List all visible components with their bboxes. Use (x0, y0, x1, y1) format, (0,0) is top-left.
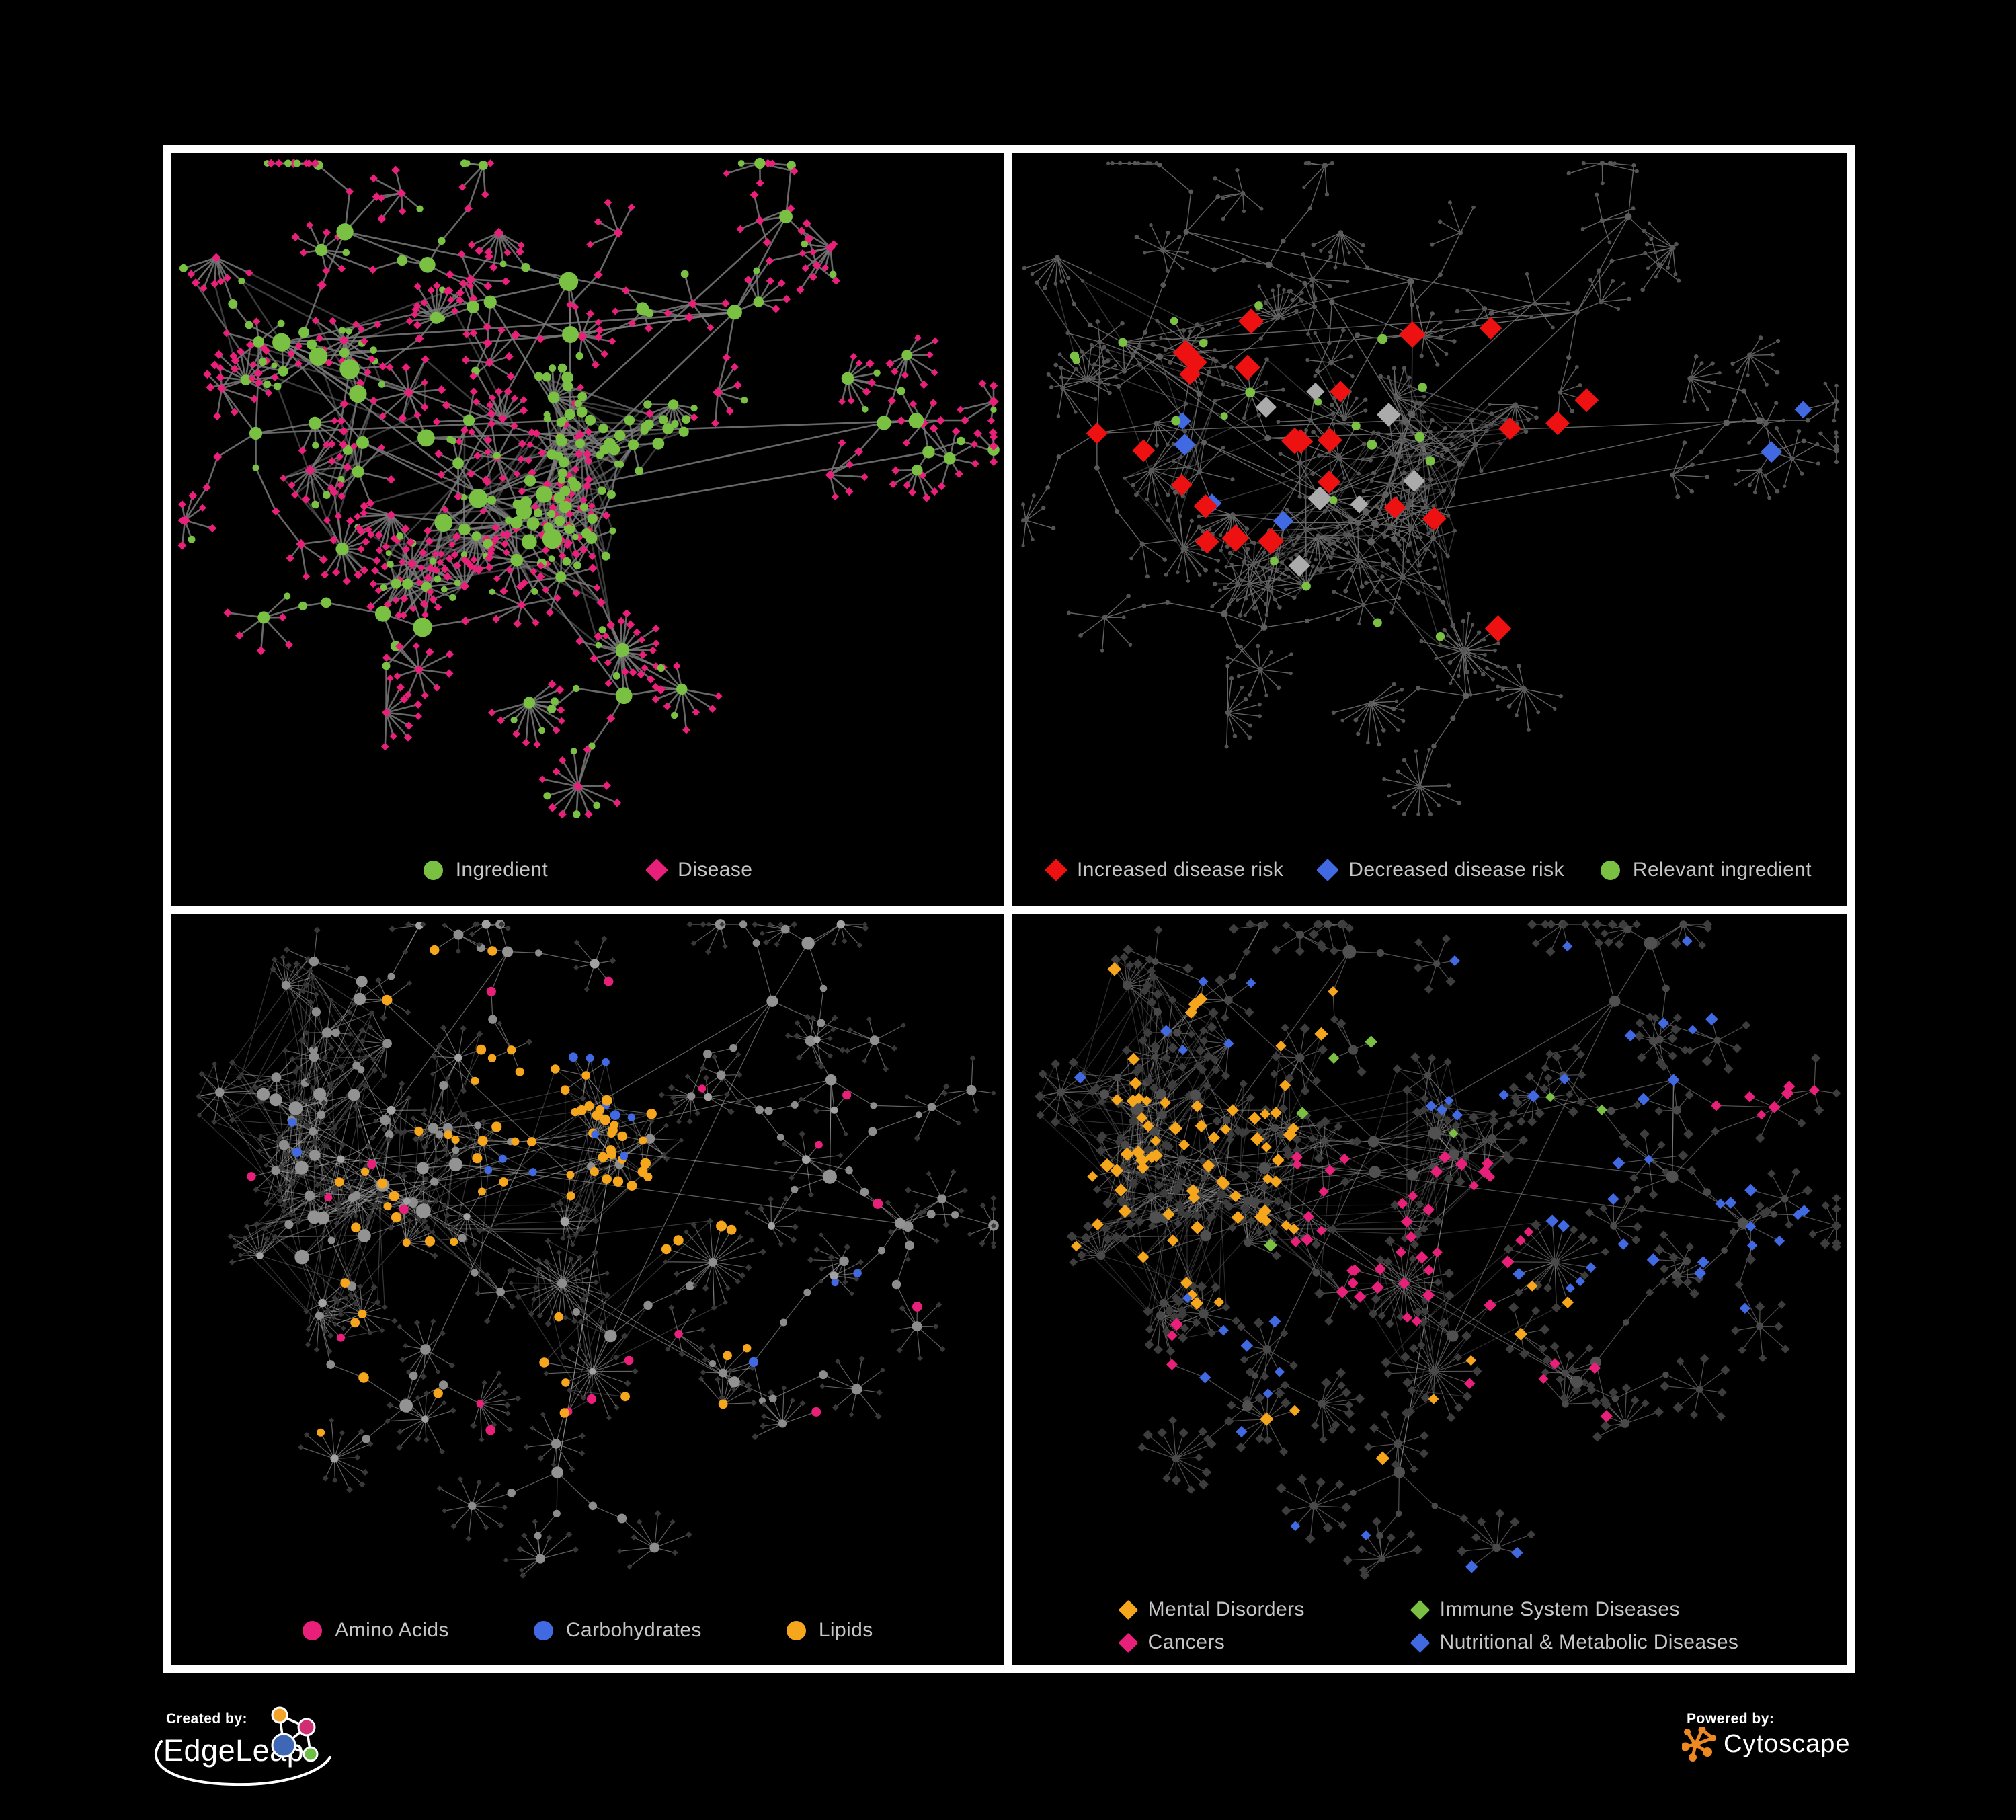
legend-nutrient-classes: Amino Acids Carbohydrates Lipids (171, 1619, 1004, 1642)
network-disease-risk (1020, 161, 1839, 817)
cytoscape-wordmark: Cytoscape (1724, 1729, 1851, 1758)
legend-item-cancers: Cancers (1118, 1631, 1371, 1654)
created-by-label: Created by: (166, 1711, 248, 1727)
panel-disease-classes: Mental Disorders Immune System Diseases … (1012, 914, 1847, 1665)
panel-ingredient-disease: Ingredient Disease (171, 153, 1004, 906)
legend-item-immune-system-diseases: Immune System Diseases (1410, 1598, 1739, 1621)
network-disease-classes (1035, 919, 1842, 1581)
increased-risk-diamond-icon (1045, 859, 1067, 881)
legend-label-immune-system-diseases: Immune System Diseases (1439, 1598, 1680, 1620)
mental-disorders-diamond-icon (1118, 1599, 1139, 1620)
nutritional-metabolic-diseases-diamond-icon (1410, 1632, 1430, 1653)
relevant-ingredient-circle-icon (1600, 860, 1620, 880)
legend-item-carbohydrates: Carbohydrates (533, 1619, 702, 1642)
legend-item-amino-acids: Amino Acids (303, 1619, 448, 1642)
cytoscape-branding: Cytoscape (1682, 1727, 1851, 1762)
legend-item-lipids: Lipids (786, 1619, 873, 1642)
legend-label-cancers: Cancers (1147, 1631, 1225, 1653)
legend-label-ingredient: Ingredient (455, 859, 549, 881)
legend-item-mental-disorders: Mental Disorders (1118, 1598, 1371, 1621)
legend-label-mental-disorders: Mental Disorders (1147, 1598, 1305, 1620)
legend-label-disease: Disease (678, 859, 753, 881)
immune-system-diseases-diamond-icon (1410, 1599, 1430, 1620)
carbohydrates-circle-icon (533, 1620, 553, 1640)
panel-disease-risk: Increased disease risk Decreased disease… (1012, 153, 1847, 906)
figure-panel-grid: Ingredient Disease Increased disease ris… (163, 145, 1855, 1673)
legend-disease-classes: Mental Disorders Immune System Diseases … (1012, 1598, 1847, 1654)
grid-divider-horizontal (171, 906, 1847, 914)
legend-label-nutritional-metabolic-diseases: Nutritional & Metabolic Diseases (1439, 1631, 1739, 1653)
cancers-diamond-icon (1118, 1632, 1139, 1653)
legend-item-increased-risk: Increased disease risk (1045, 859, 1284, 881)
legend-label-relevant-ingredient: Relevant ingredient (1632, 859, 1812, 881)
legend-item-disease: Disease (645, 859, 753, 881)
edgeleap-logo-icon (154, 1706, 331, 1786)
powered-by-label: Powered by: (1687, 1711, 1775, 1727)
network-ingredient-disease (177, 157, 1000, 819)
panel-nutrient-classes: Amino Acids Carbohydrates Lipids (171, 914, 1004, 1665)
legend-ingredient-disease: Ingredient Disease (171, 859, 1004, 881)
legend-label-carbohydrates: Carbohydrates (565, 1619, 702, 1641)
legend-label-decreased-risk: Decreased disease risk (1348, 859, 1564, 881)
legend-label-amino-acids: Amino Acids (335, 1619, 449, 1641)
legend-label-increased-risk: Increased disease risk (1077, 859, 1284, 881)
legend-disease-risk: Increased disease risk Decreased disease… (1012, 859, 1847, 881)
legend-label-lipids: Lipids (818, 1619, 873, 1641)
decreased-risk-diamond-icon (1316, 859, 1340, 881)
cytoscape-logo-icon (1682, 1727, 1716, 1762)
legend-item-relevant-ingredient: Relevant ingredient (1600, 859, 1812, 881)
network-nutrient-classes (196, 919, 999, 1579)
legend-item-nutritional-metabolic-diseases: Nutritional & Metabolic Diseases (1410, 1631, 1739, 1654)
legend-item-decreased-risk: Decreased disease risk (1316, 859, 1564, 881)
lipids-circle-icon (786, 1620, 806, 1640)
amino-acids-circle-icon (303, 1620, 323, 1640)
ingredient-circle-icon (423, 860, 443, 880)
legend-item-ingredient: Ingredient (423, 859, 549, 881)
disease-diamond-icon (645, 859, 669, 881)
